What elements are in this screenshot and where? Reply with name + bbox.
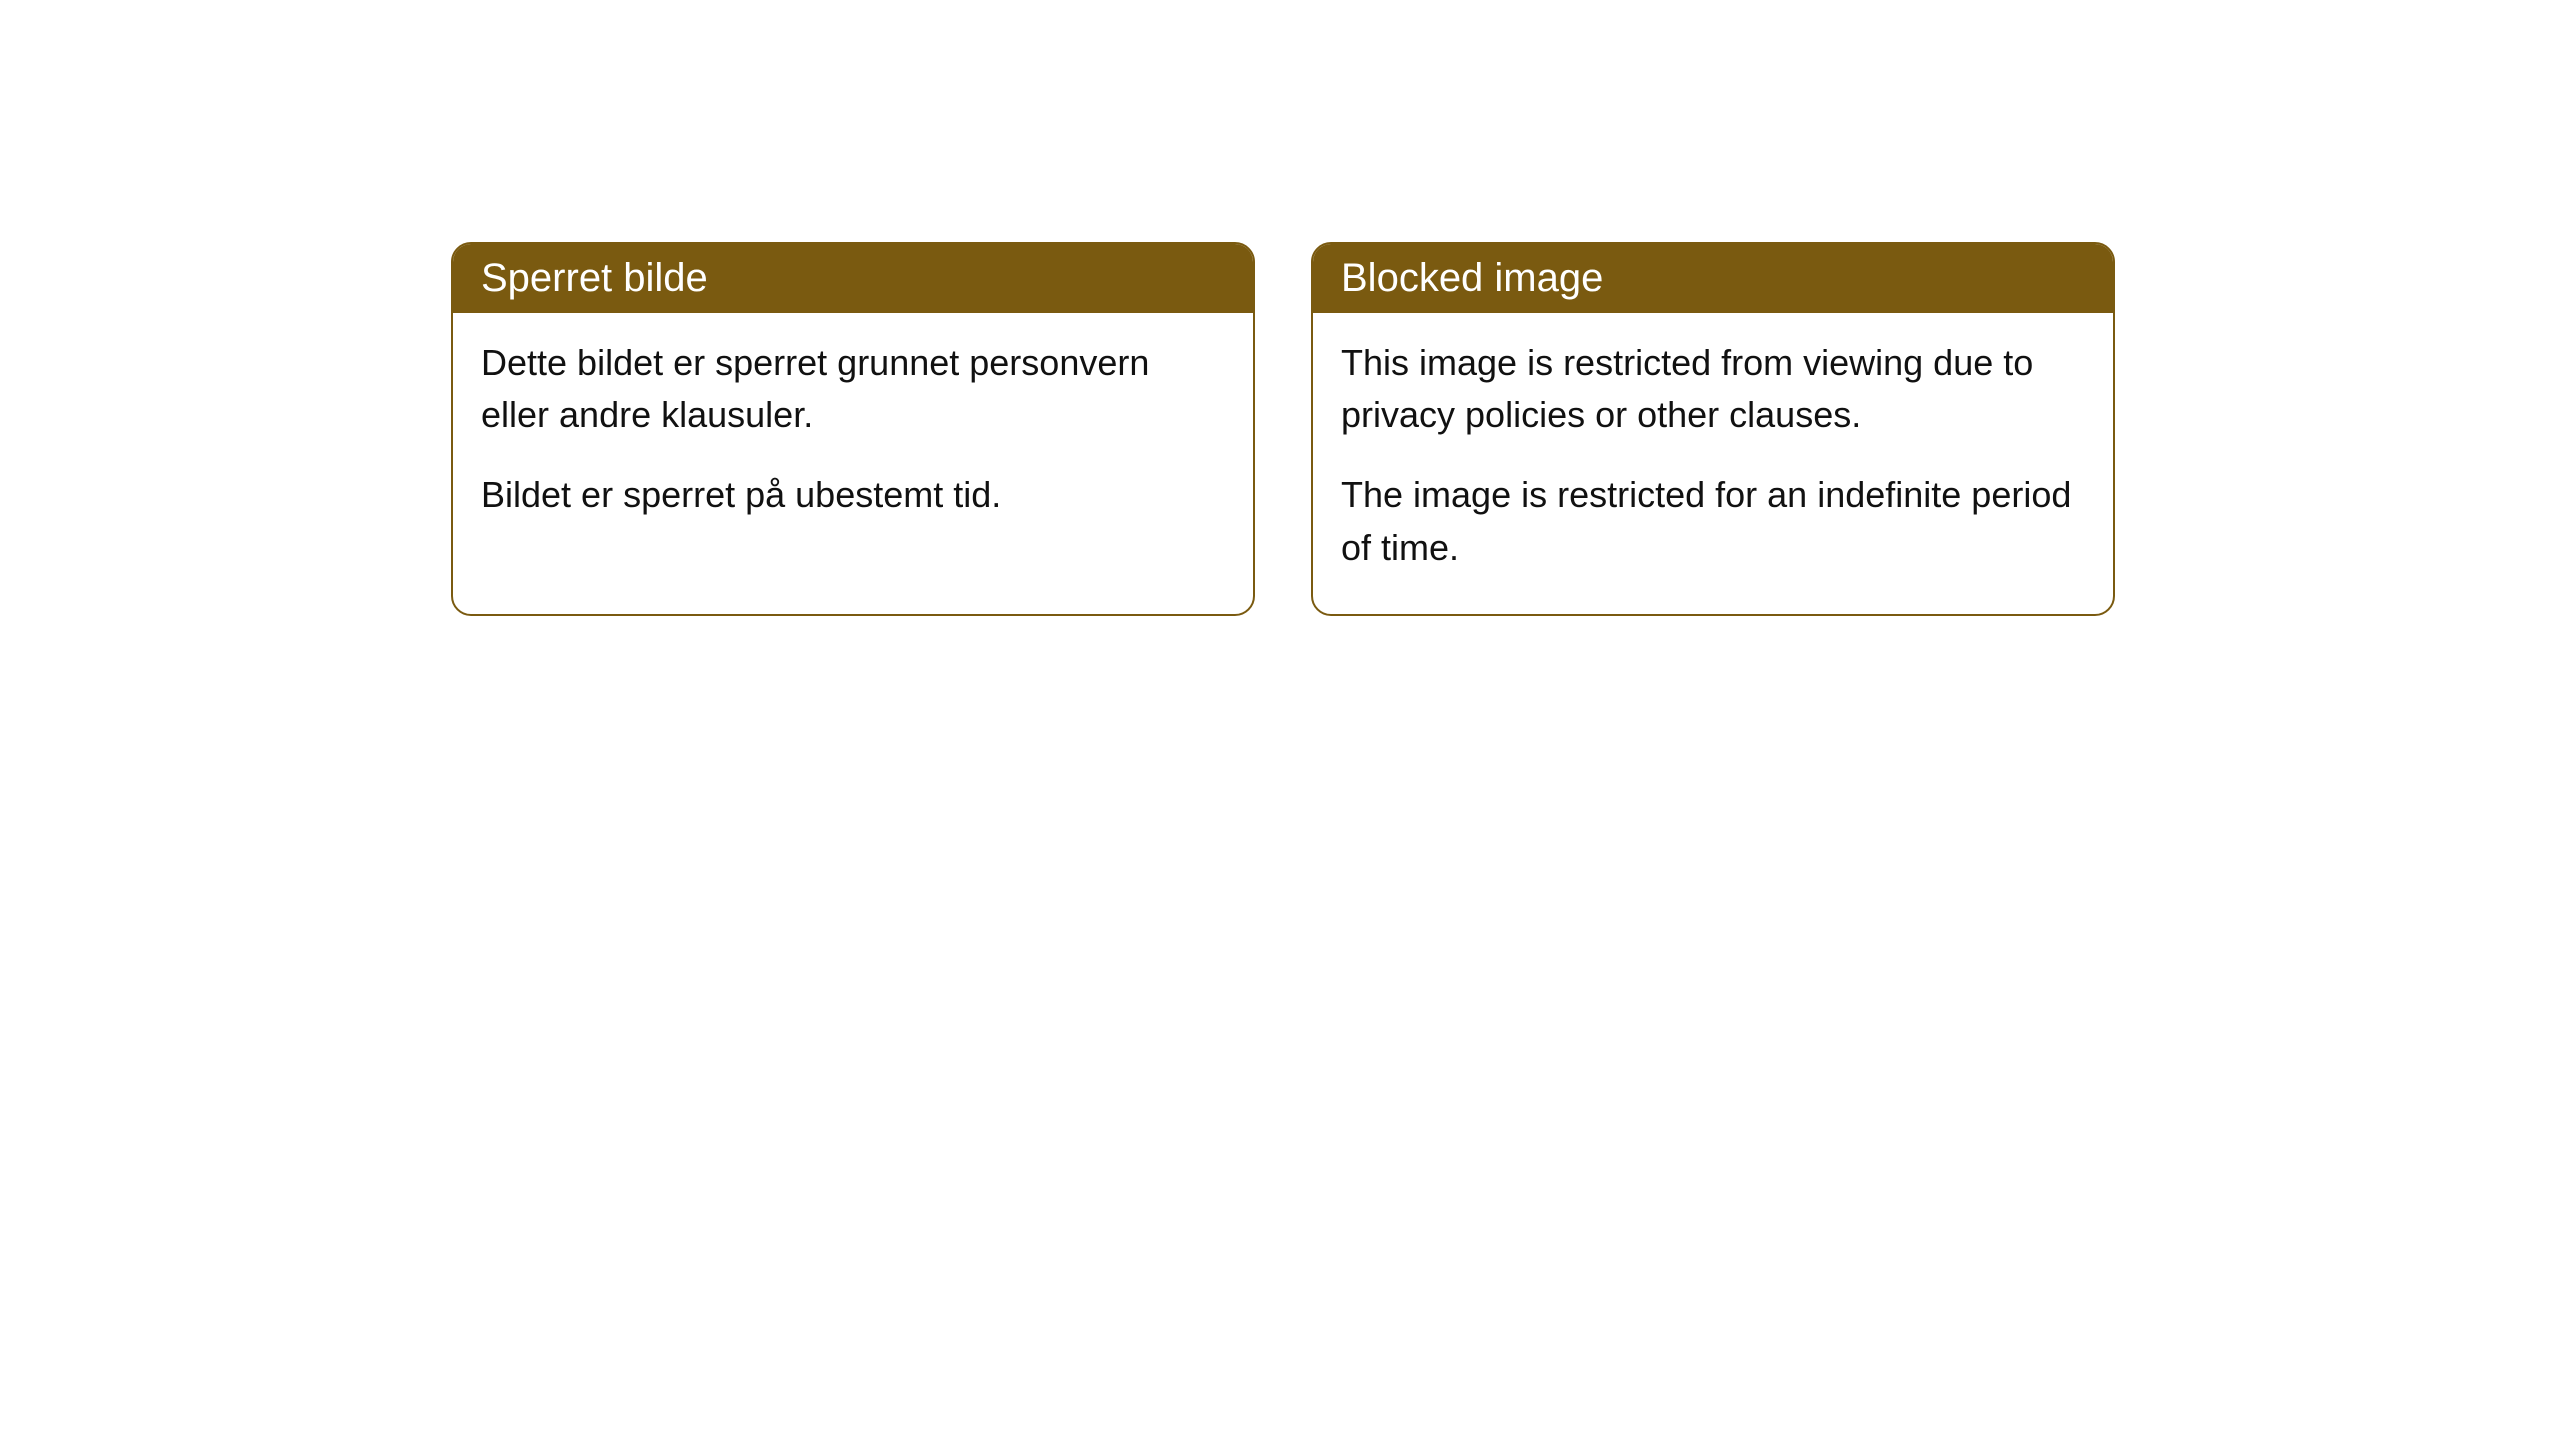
- card-header: Sperret bilde: [453, 244, 1253, 313]
- card-body: This image is restricted from viewing du…: [1313, 313, 2113, 614]
- card-title: Blocked image: [1341, 256, 1603, 300]
- card-norwegian: Sperret bilde Dette bildet er sperret gr…: [451, 242, 1255, 616]
- card-paragraph: This image is restricted from viewing du…: [1341, 337, 2085, 441]
- card-title: Sperret bilde: [481, 256, 708, 300]
- card-header: Blocked image: [1313, 244, 2113, 313]
- card-paragraph: The image is restricted for an indefinit…: [1341, 469, 2085, 573]
- card-paragraph: Dette bildet er sperret grunnet personve…: [481, 337, 1225, 441]
- card-paragraph: Bildet er sperret på ubestemt tid.: [481, 469, 1225, 521]
- card-body: Dette bildet er sperret grunnet personve…: [453, 313, 1253, 562]
- cards-container: Sperret bilde Dette bildet er sperret gr…: [451, 242, 2115, 616]
- card-english: Blocked image This image is restricted f…: [1311, 242, 2115, 616]
